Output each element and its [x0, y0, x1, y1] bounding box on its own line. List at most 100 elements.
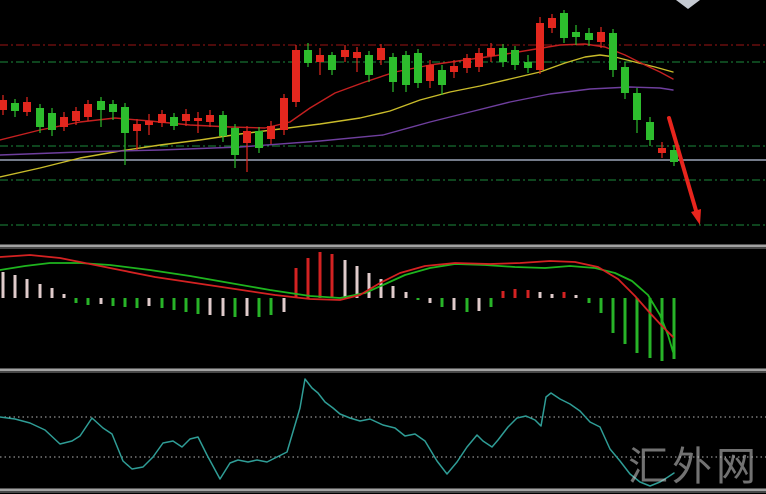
macd-histogram-bar	[416, 298, 420, 300]
macd-histogram-bar	[74, 298, 78, 303]
macd-histogram-bar	[184, 298, 188, 312]
candle-body	[304, 50, 312, 63]
candlestick-series	[0, 10, 678, 172]
macd-histogram-bar	[513, 289, 517, 298]
candle-body	[280, 98, 288, 130]
candle-body	[255, 131, 263, 148]
candle-body	[353, 52, 361, 58]
candle-body	[341, 50, 349, 57]
macd-histogram-bar	[611, 298, 615, 333]
macd-histogram-bar	[245, 298, 249, 316]
macd-histogram-bar	[635, 298, 639, 353]
macd-histogram-bar	[318, 252, 322, 298]
panel-separator[interactable]	[0, 244, 766, 245]
macd-histogram-bar	[672, 298, 676, 359]
macd-histogram-bar	[489, 298, 493, 307]
panel-separator[interactable]	[0, 247, 766, 249]
candle-body	[72, 111, 80, 121]
candle-body	[170, 117, 178, 126]
macd-histogram-bar	[282, 298, 286, 312]
candle-body	[450, 66, 458, 72]
candle-body	[597, 32, 605, 42]
macd-histogram-bar	[562, 292, 566, 298]
candle-body	[206, 115, 214, 122]
macd-histogram-bar	[196, 298, 200, 314]
candle-body	[658, 148, 666, 153]
candle-body	[11, 103, 19, 111]
candle-body	[646, 122, 654, 140]
macd-histogram-bar	[38, 284, 42, 298]
candle-body	[499, 48, 507, 62]
macd-histogram-bar	[648, 298, 652, 358]
macd-histogram-bar	[538, 292, 542, 298]
macd-histogram-bar	[428, 298, 432, 303]
candle-body	[585, 33, 593, 40]
candle-body	[84, 104, 92, 117]
macd-histogram-bar	[86, 298, 90, 305]
candle-body	[402, 55, 410, 85]
macd-histogram-bar	[574, 295, 578, 298]
macd-histogram-bar	[123, 298, 127, 307]
macd-panel	[0, 252, 676, 361]
macd-histogram-bar	[208, 298, 212, 315]
macd-histogram-bar	[526, 290, 530, 298]
scroll-marker-icon[interactable]	[676, 0, 700, 9]
candle-body	[243, 131, 251, 143]
macd-histogram-bar	[404, 292, 408, 298]
macd-histogram-bar	[355, 266, 359, 298]
macd-histogram-bar	[269, 298, 273, 315]
candle-body	[328, 55, 336, 70]
candle-body	[633, 93, 641, 120]
macd-histogram-bar	[440, 298, 444, 307]
macd-histogram-bar	[294, 268, 298, 298]
macd-histogram-bar	[160, 298, 164, 308]
candle-body	[316, 55, 324, 62]
macd-histogram-bar	[330, 254, 334, 298]
macd-histogram-bar	[172, 298, 176, 310]
candle-body	[536, 23, 544, 70]
macd-histogram-bar	[99, 298, 103, 304]
annotations	[667, 0, 701, 225]
candle-body	[475, 53, 483, 67]
oscillator-panel	[0, 378, 766, 487]
macd-histogram-bar	[550, 294, 554, 298]
candle-body	[23, 102, 31, 112]
macd-histogram-bar	[62, 294, 66, 298]
macd-histogram-bar	[13, 275, 17, 298]
candle-body	[609, 33, 617, 70]
macd-histogram-bar	[343, 260, 347, 298]
candle-body	[365, 55, 373, 75]
candle-body	[194, 118, 202, 121]
candle-body	[621, 67, 629, 93]
candle-body	[487, 48, 495, 56]
candle-body	[158, 114, 166, 123]
panel-separator[interactable]	[0, 488, 766, 489]
candle-body	[182, 114, 190, 121]
macd-histogram-bar	[623, 298, 627, 344]
panel-separator[interactable]	[0, 489, 766, 491]
candle-body	[219, 115, 227, 136]
macd-histogram-bar	[306, 258, 310, 298]
ma-red	[0, 43, 674, 141]
panel-separators	[0, 244, 766, 493]
candle-body	[48, 113, 56, 130]
panel-separator[interactable]	[0, 369, 766, 371]
panel-separator[interactable]	[0, 371, 766, 373]
down-arrow	[667, 116, 699, 216]
candle-body	[548, 18, 556, 28]
macd-histogram-bar	[465, 298, 469, 312]
panel-separator[interactable]	[0, 368, 766, 369]
ma-yellow	[0, 54, 674, 178]
oscillator-line	[0, 378, 675, 487]
down-arrow-head	[691, 209, 701, 225]
macd-histogram-bar	[25, 279, 29, 298]
panel-separator[interactable]	[0, 245, 766, 247]
panel-separator[interactable]	[0, 491, 766, 493]
macd-histogram-bar	[1, 272, 5, 298]
candle-body	[377, 48, 385, 60]
candle-body	[133, 124, 141, 131]
candle-body	[267, 126, 275, 139]
macd-signal-green	[0, 262, 674, 353]
candle-body	[438, 70, 446, 85]
